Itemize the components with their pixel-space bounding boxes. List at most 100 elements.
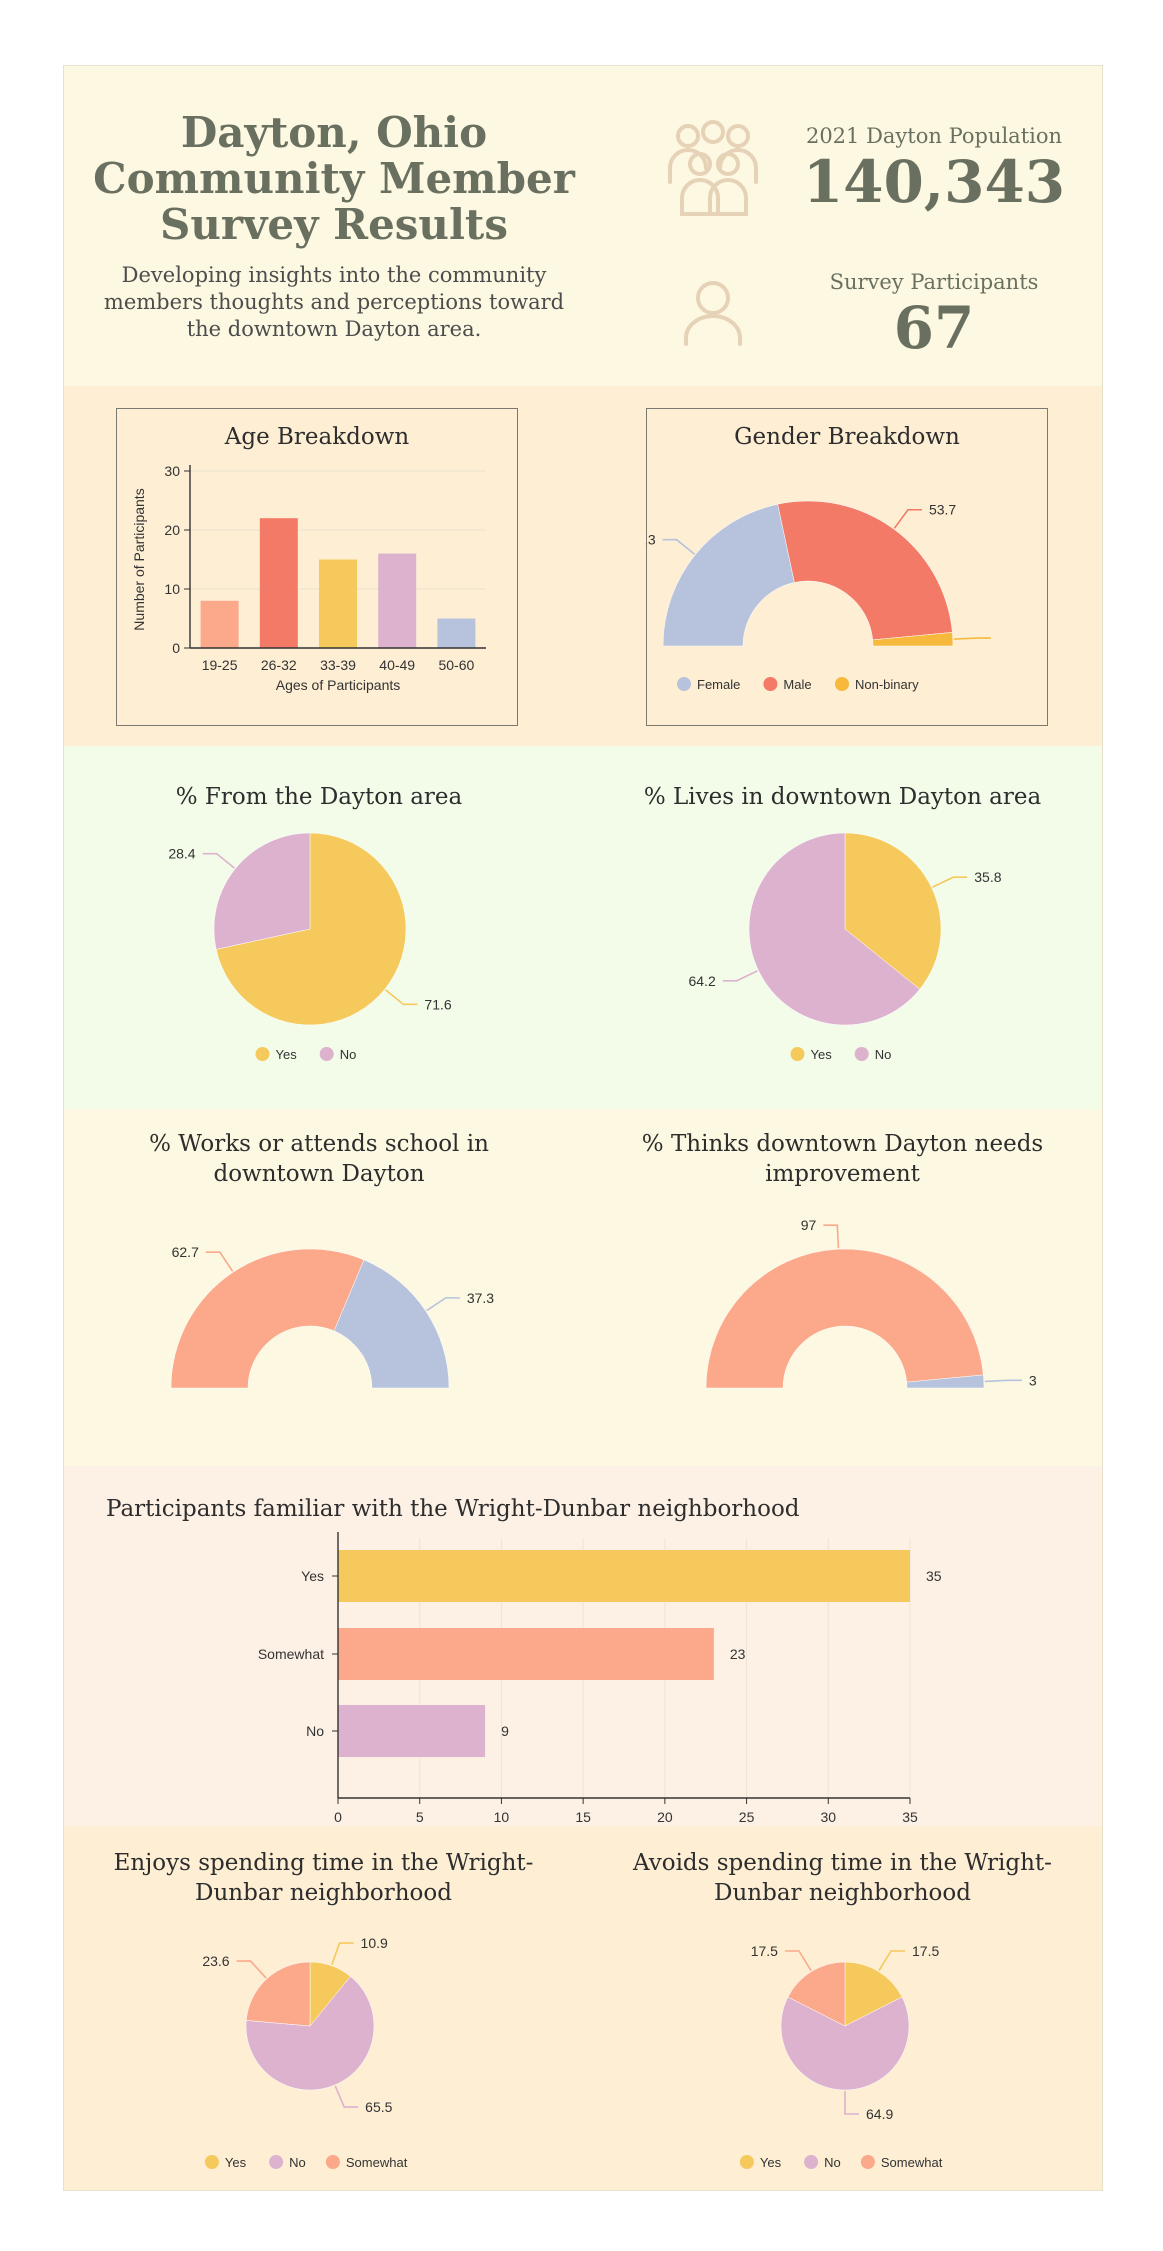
gender-chart-box — [646, 408, 1048, 726]
value-label-male: 53.7 — [929, 502, 956, 518]
legend-label-no: No — [875, 1047, 892, 1062]
callout-line — [893, 508, 922, 529]
slice-no — [213, 832, 311, 950]
callout-line — [662, 538, 695, 555]
slice-yes — [844, 832, 942, 990]
value-label-yes: 71.6 — [424, 996, 451, 1012]
legend-label-somewhat: Somewhat — [346, 2155, 408, 2170]
legend-label-yes: Yes — [811, 1047, 833, 1062]
bar-no — [338, 1705, 486, 1757]
legend-label-no: No — [824, 2155, 841, 2170]
y-tick-label: 0 — [172, 640, 180, 656]
callout-line — [823, 1224, 840, 1249]
legend-swatch-female — [677, 677, 691, 691]
x-tick-label: 25 — [739, 1809, 755, 1825]
legend-swatch-no — [854, 1047, 869, 1061]
legend-swatch-somewhat — [860, 2155, 875, 2169]
value-label-yes: 97 — [801, 1217, 817, 1233]
title-line: % Works or attends school in — [149, 1131, 489, 1157]
title-line: Community Member — [93, 154, 575, 203]
value-label-somewhat: 17.5 — [751, 1943, 778, 1959]
title-line: Survey Results — [160, 200, 508, 249]
from-dayton-title: % From the Dayton area — [175, 784, 463, 810]
value-label-no: 28.4 — [168, 846, 195, 862]
callout-line — [932, 876, 968, 888]
enjoys-title: Enjoys spending time in the Wright- Dunb… — [64, 1848, 583, 1908]
y-tick-label: 20 — [164, 522, 180, 538]
page-subtitle: Developing insights into the community m… — [84, 262, 584, 343]
value-label-no: 9 — [501, 1723, 509, 1739]
needs-improvement-title: % Thinks downtown Dayton needs improveme… — [583, 1129, 1102, 1189]
y-tick-label: 30 — [164, 463, 180, 479]
category-label-yes: Yes — [301, 1568, 324, 1584]
bar-50-60 — [437, 618, 476, 648]
legend-label-yes: Yes — [276, 1047, 298, 1062]
subtitle-line: members thoughts and perceptions toward — [103, 290, 565, 314]
x-tick-label: 10 — [494, 1809, 510, 1825]
population-value: 140,343 — [802, 148, 1066, 216]
slice-male — [777, 500, 953, 641]
value-label-no: 3 — [1029, 1372, 1037, 1388]
legend-label-no: No — [340, 1047, 357, 1062]
category-label-somewhat: Somewhat — [258, 1646, 324, 1662]
title-line: downtown Dayton — [213, 1161, 425, 1187]
lives-downtown-pie-chart: 35.8 64.2 Yes No — [688, 832, 1002, 1062]
x-axis-label: Ages of Participants — [276, 677, 401, 693]
title-line: Dunbar neighborhood — [195, 1880, 452, 1906]
works-downtown-title: % Works or attends school in downtown Da… — [64, 1129, 574, 1189]
legend-swatch-no — [319, 1047, 334, 1061]
bar-33-39 — [319, 559, 357, 648]
legend-label-non-binary: Non-binary — [855, 677, 919, 692]
callout-line — [784, 1950, 812, 1972]
subtitle-line: Developing insights into the community — [121, 263, 547, 287]
callout-line — [331, 1942, 354, 1966]
callout-line — [334, 2085, 359, 2108]
participants-value: 67 — [893, 294, 975, 362]
wright-dunbar-bar-chart: 0 5 10 15 20 25 30 35 35 Yes 23 Somewhat 9 No — [258, 1532, 942, 1825]
callout-line — [953, 637, 991, 640]
legend-swatch-male — [763, 677, 778, 691]
legend-swatch-no — [804, 2155, 819, 2169]
gender-chart-title: Gender Breakdown — [734, 424, 960, 450]
x-tick-label: 5 — [416, 1809, 424, 1825]
title-line: Dunbar neighborhood — [714, 1880, 971, 1906]
value-label-somewhat: 23.6 — [202, 1953, 229, 1969]
x-tick-label: 20 — [657, 1809, 673, 1825]
category-label-no: No — [306, 1723, 324, 1739]
x-tick-label: 30 — [820, 1809, 836, 1825]
slice-yes — [705, 1248, 984, 1389]
age-chart-box — [116, 408, 518, 726]
legend-swatch-yes — [204, 2155, 219, 2169]
title-line: improvement — [765, 1161, 920, 1187]
wright-dunbar-title: Participants familiar with the Wright-Du… — [106, 1496, 800, 1522]
subtitle-line: the downtown Dayton area. — [186, 317, 482, 341]
value-label-female: 43.3 — [646, 532, 656, 548]
x-tick-label: 26-32 — [261, 657, 297, 673]
wright-dunbar-familiarity-section: Participants familiar with the Wright-Du… — [64, 1466, 1102, 1826]
x-tick-label: 15 — [575, 1809, 591, 1825]
y-axis-label: Number of Participants — [131, 488, 147, 630]
x-tick-label: 50-60 — [438, 657, 474, 673]
lives-downtown-title: % Lives in downtown Dayton area — [643, 784, 1042, 810]
title-line: % Thinks downtown Dayton needs — [641, 1131, 1044, 1157]
bar-yes — [338, 1550, 910, 1602]
enjoys-pie-chart: 10.9 65.5 23.6 Yes No Somewhat — [202, 1935, 408, 2170]
value-label-yes: 35 — [926, 1568, 942, 1584]
slice-somewhat — [787, 1961, 846, 2027]
needs-improvement-half-donut-chart: 973YesNo — [705, 1217, 1037, 1389]
age-gender-section: Age Breakdown 0 10 20 30 19-25 26-32 33-39 40-4… — [64, 386, 1102, 746]
legend-swatch-non-binary — [835, 677, 849, 691]
population-label: 2021 Dayton Population — [805, 124, 1063, 148]
slice-no — [333, 1259, 450, 1389]
gender-half-donut-chart: 43.3 53.7 Female Male Non-binary — [646, 500, 991, 692]
works-downtown-half-donut-chart: 62.737.3YesNo — [170, 1244, 494, 1389]
value-label-no: 64.2 — [688, 973, 715, 989]
value-label-yes: 17.5 — [912, 1943, 939, 1959]
slice-no — [748, 832, 921, 1026]
slice-female — [662, 503, 795, 647]
slice-no — [780, 1996, 910, 2091]
title-line: Dayton, Ohio — [180, 108, 488, 157]
work-improvement-section: % Works or attends school in downtown Da… — [64, 1109, 1102, 1466]
from-dayton-pie-chart: 71.6 28.4 Yes No — [168, 832, 452, 1062]
slice-no — [906, 1374, 985, 1389]
